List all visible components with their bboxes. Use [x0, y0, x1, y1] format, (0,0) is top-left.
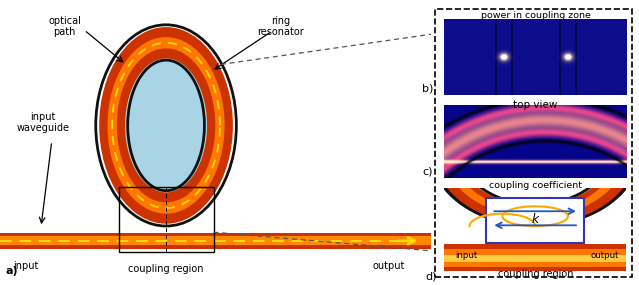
- Text: output: output: [590, 251, 619, 260]
- Text: k: k: [532, 213, 539, 226]
- Bar: [444, 249, 626, 267]
- Text: power in coupling zone: power in coupling zone: [481, 11, 590, 20]
- Bar: [444, 244, 626, 271]
- Ellipse shape: [107, 37, 225, 214]
- Text: b): b): [422, 84, 433, 94]
- Text: coupling coefficient: coupling coefficient: [489, 181, 582, 190]
- Text: output: output: [372, 261, 404, 272]
- Text: a): a): [5, 266, 18, 276]
- Text: coupling region: coupling region: [128, 264, 204, 274]
- Text: top view: top view: [513, 100, 558, 110]
- Text: input: input: [13, 261, 38, 272]
- Bar: [119, 187, 213, 252]
- Text: d): d): [426, 272, 437, 282]
- Ellipse shape: [125, 58, 207, 192]
- Bar: [0, 233, 431, 249]
- Text: ring
resonator: ring resonator: [257, 16, 304, 37]
- Ellipse shape: [99, 27, 233, 224]
- Text: c): c): [422, 167, 433, 177]
- Ellipse shape: [117, 48, 215, 202]
- Text: coupling region: coupling region: [498, 269, 573, 279]
- Text: input
waveguide: input waveguide: [17, 112, 70, 133]
- Bar: [486, 198, 584, 243]
- Bar: [0, 237, 431, 245]
- Text: input: input: [455, 251, 477, 260]
- Text: optical
path: optical path: [49, 16, 81, 37]
- Bar: [444, 255, 626, 262]
